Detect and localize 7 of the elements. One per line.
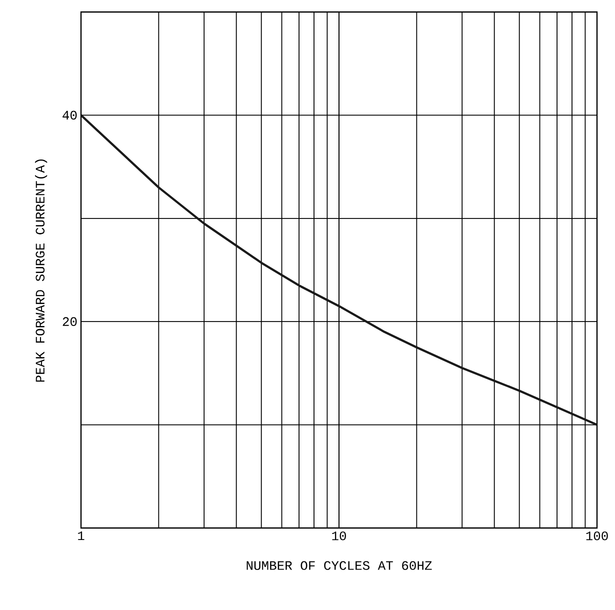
y-tick-label: 40 bbox=[62, 110, 77, 120]
y-tick-label: 20 bbox=[62, 317, 77, 326]
y-axis-title: PEAK FORWARD SURGE CURRENT(A) bbox=[35, 160, 48, 382]
x-axis-title: NUMBER OF CYCLES AT 60HZ bbox=[246, 561, 432, 570]
x-tick-label: 10 bbox=[332, 531, 346, 540]
x-tick-label: 100 bbox=[586, 531, 608, 540]
x-tick-label: 1 bbox=[78, 532, 84, 540]
